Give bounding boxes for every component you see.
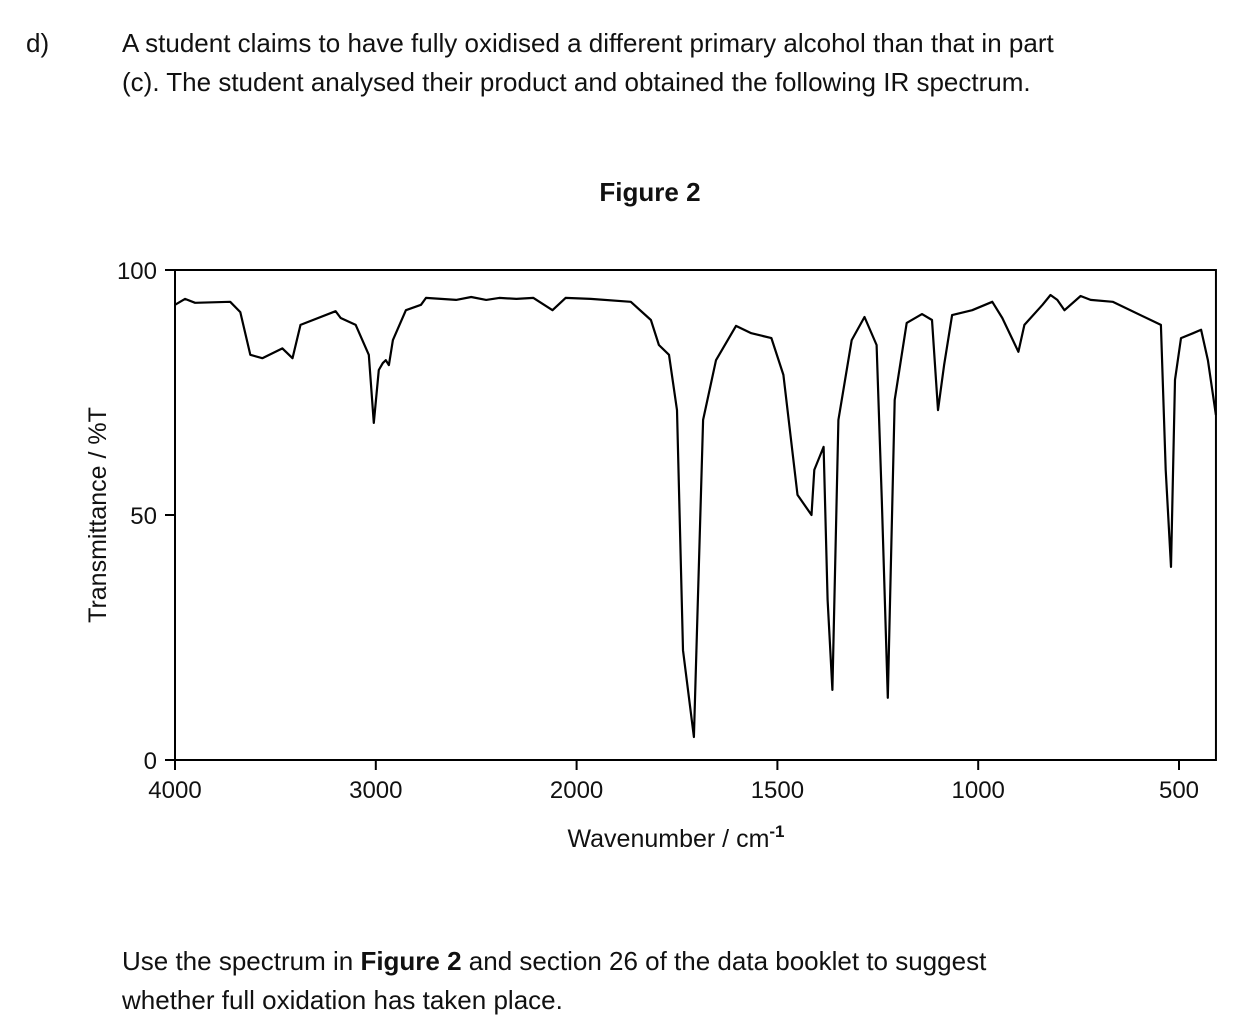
prompt-text: and section 26 of the data booklet to su… xyxy=(462,946,987,976)
y-tick-label: 50 xyxy=(130,503,157,530)
chart-title: Figure 2 xyxy=(599,177,700,207)
prompt-text: Use the spectrum in xyxy=(122,946,360,976)
spectrum-line xyxy=(174,293,1217,739)
x-tick-label: 500 xyxy=(1159,777,1199,804)
y-tick-label: 100 xyxy=(117,258,157,285)
x-label-text: Wavenumber / cm xyxy=(567,825,769,853)
x-tick-label: 4000 xyxy=(148,777,201,804)
question-line: (c). The student analysed their product … xyxy=(122,67,1031,97)
question-line: A student claims to have fully oxidised … xyxy=(122,28,1054,58)
x-tick-label: 1500 xyxy=(751,777,804,804)
x-tick-label: 3000 xyxy=(349,777,402,804)
prompt-bold: Figure 2 xyxy=(360,946,461,976)
prompt-line: whether full oxidation has taken place. xyxy=(121,985,563,1015)
prompt: Use the spectrum in Figure 2 and section… xyxy=(122,946,987,976)
x-axis-label: Wavenumber / cm-1 xyxy=(567,822,784,853)
x-tick-label: 2000 xyxy=(550,777,603,804)
x-label-sup: -1 xyxy=(769,822,784,841)
y-axis-label: Transmittance / %T xyxy=(84,407,112,623)
y-tick-label: 0 xyxy=(144,748,157,775)
x-tick-label: 1000 xyxy=(952,777,1005,804)
question-number: d) xyxy=(26,28,49,58)
